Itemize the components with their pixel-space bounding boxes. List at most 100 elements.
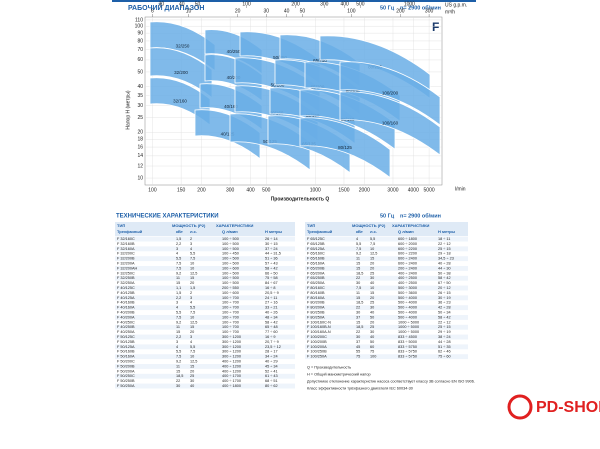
cell: 22 <box>176 379 180 383</box>
cell: 400 ÷ 2500 <box>398 276 417 280</box>
gpm-tick-label: 30 <box>159 1 165 7</box>
cell: 36 ÷ 23 <box>438 301 451 305</box>
cell: 11 <box>176 325 180 329</box>
tables: ТИП МОЩНОСТЬ (P2) ХАРАКТЕРИСТИКИ Трехфазный… <box>115 222 475 391</box>
cell: F 50/125B <box>117 340 135 344</box>
cell: 20 <box>190 369 194 373</box>
cell: 27 ÷ 16 <box>265 301 278 305</box>
cell: 1,5 <box>190 286 195 290</box>
gpm-tick-label: 50 <box>195 1 201 7</box>
y-tick-label: 10 <box>137 175 143 181</box>
y-tick-label: 60 <box>137 57 143 63</box>
cell: F 32/250A <box>117 281 135 285</box>
row-band <box>305 305 468 311</box>
cell: F 100/160C-N <box>307 320 331 324</box>
cell: 500 ÷ 4000 <box>398 301 417 305</box>
cell: 60 <box>370 345 374 349</box>
cell: 7,5 <box>190 257 195 261</box>
cell: F 65/250B <box>307 276 325 280</box>
cell: 15 <box>356 296 360 300</box>
cell: 40 <box>370 281 374 285</box>
cell: F 40/125C <box>117 286 135 290</box>
cell: 100 ÷ 500 <box>222 237 239 241</box>
y-tick-label: 18 <box>137 137 143 143</box>
cell: F 32/200AH <box>117 266 138 270</box>
cell: 100 ÷ 700 <box>222 330 239 334</box>
cell: 500 ÷ 4000 <box>398 311 417 315</box>
cell: 7,5 <box>190 311 195 315</box>
cell: 5,5 <box>176 311 181 315</box>
cell: F 80/250B <box>307 311 325 315</box>
row-band <box>115 275 295 281</box>
cell: F 50/250B <box>117 379 135 383</box>
cell: 25 <box>370 325 374 329</box>
cell: 5,5 <box>356 242 361 246</box>
cell: F 50/200C <box>117 360 135 364</box>
code: F <box>432 20 439 34</box>
cell: 24 ÷ 11 <box>265 296 277 300</box>
th: ХАРАКТЕРИСТИКИ <box>392 223 430 228</box>
y-tick-label: 20 <box>137 130 143 136</box>
subheader: H метры <box>265 229 283 234</box>
cell: 18,5 <box>356 301 363 305</box>
row-band <box>115 285 295 291</box>
cell: F 32/200B <box>117 257 135 261</box>
table-head <box>115 222 295 236</box>
cell: 34,5 ÷ 23 <box>438 257 454 261</box>
cell: F 80/200A <box>307 306 325 310</box>
cell: 3 <box>176 247 178 251</box>
gpm-tick-label: 1000 <box>404 1 415 7</box>
cell: F 50/250A <box>117 384 135 388</box>
row-band <box>305 354 468 360</box>
cell: 500 ÷ 4000 <box>398 315 417 319</box>
subheader: Q л/мин <box>222 229 238 234</box>
m3h-unit: m³/h <box>445 9 455 15</box>
note: Допустимое отклонение характеристик насо… <box>307 380 475 384</box>
cell: 50 ÷ 38 <box>438 271 451 275</box>
x-tick-label: 1000 <box>310 187 321 193</box>
cell: 66 ÷ 50 <box>265 271 278 275</box>
logo-text: PD-SHOP <box>536 399 600 416</box>
cell: F 50/250C <box>117 374 135 378</box>
cell: 20 <box>370 266 374 270</box>
cell: 400 ÷ 1200 <box>222 364 241 368</box>
speed: n= 2900 об/мин <box>400 4 441 11</box>
cell: 12,5 <box>190 360 197 364</box>
cell: 26 ÷ 15 <box>438 291 451 295</box>
cell: F 100/250A <box>307 355 327 359</box>
cell: F 65/200A <box>307 271 325 275</box>
th: МОЩНОСТЬ (P2) <box>172 223 206 228</box>
specs-speed: n= 2900 об/мин <box>400 212 441 219</box>
cell: 18 ÷ 11 <box>438 237 450 241</box>
cell: 45 <box>356 345 360 349</box>
cell: 7,5 <box>176 262 181 266</box>
cell: 100 ÷ 500 <box>222 257 239 261</box>
cell: 10 <box>190 266 194 270</box>
x-unit: l/min <box>455 186 466 192</box>
cell: 600 ÷ 2200 <box>398 252 417 256</box>
cell: 44 ÷ 31,5 <box>265 252 281 256</box>
cell: 1,5 <box>176 237 181 241</box>
cell: 22 ÷ 12 <box>438 242 451 246</box>
cell: 7,5 <box>370 242 375 246</box>
cell: 15 <box>356 262 360 266</box>
cell: 68 ÷ 51 <box>265 379 278 383</box>
cell: 75 <box>370 350 374 354</box>
cell: 22 <box>356 330 360 334</box>
cell: 400 ÷ 1800 <box>222 384 241 388</box>
cell: 7,5 <box>356 247 361 251</box>
region-label: 80/125 <box>338 145 352 150</box>
cell: 12,5 <box>370 252 377 256</box>
cell: 42 ÷ 28 <box>438 306 451 310</box>
cell: 2 <box>190 237 192 241</box>
subheader: кВт <box>176 229 183 234</box>
cell: F 100/250B <box>307 350 327 354</box>
cell: 15 <box>190 325 194 329</box>
cell: 20,7 ÷ 9 <box>265 340 279 344</box>
x-tick-label: 400 <box>246 187 255 193</box>
cell: 100 ÷ 500 <box>222 281 239 285</box>
cell: 55 <box>356 350 360 354</box>
cell: 3 <box>190 335 192 339</box>
m3h-tick-label: 10 <box>186 8 192 14</box>
cell: 30 <box>176 384 180 388</box>
